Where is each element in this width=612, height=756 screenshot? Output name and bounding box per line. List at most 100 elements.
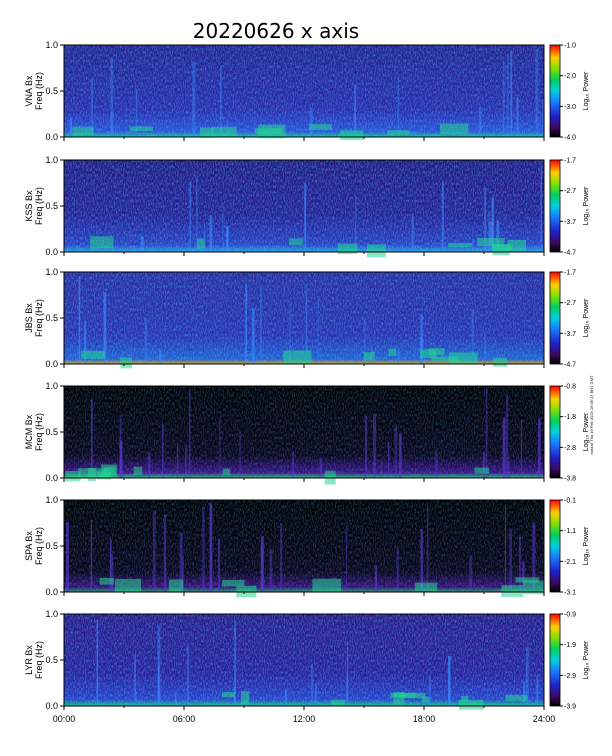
colorbar-title: Log₁₀ Power — [583, 412, 590, 451]
burst-streak — [489, 221, 493, 252]
burst-streak — [209, 215, 213, 252]
low-freq-blob — [65, 471, 81, 482]
burst-streak — [103, 291, 107, 364]
burst-streak — [222, 205, 224, 252]
x-tick-label: 18:00 — [413, 714, 436, 724]
colorbar — [549, 613, 561, 707]
low-freq-blob — [258, 124, 286, 139]
burst-streak — [66, 522, 69, 592]
burst-streak — [158, 666, 160, 706]
colorbar-tick-label: -2.8 — [564, 445, 576, 452]
colorbar-tick-label: -1.9 — [564, 642, 576, 649]
burst-streak — [174, 691, 177, 706]
burst-streak — [311, 663, 314, 706]
burst-streak — [448, 656, 451, 706]
burst-streak — [304, 182, 307, 252]
panel-mcm: 1.0 0.5 0.0 MCM Bx Freq (Hz) -0.8 -1.8 -2.8 -3.8… — [24, 381, 590, 485]
low-freq-blob — [393, 692, 405, 705]
colorbar-title: Log₁₀ Power — [583, 71, 590, 110]
burst-streak — [397, 348, 400, 364]
y-tick-label: 0.5 — [45, 201, 58, 211]
low-freq-blob — [492, 244, 510, 256]
low-freq-blob — [99, 578, 114, 585]
burst-streak — [234, 620, 236, 706]
y-tick-label: 1.0 — [45, 495, 58, 505]
colorbar-tick-label: -3.7 — [564, 331, 576, 338]
burst-streak — [472, 238, 474, 252]
low-freq-blob — [222, 691, 235, 698]
y-tick-label: 0.0 — [45, 359, 58, 369]
burst-streak — [110, 58, 114, 137]
burst-streak — [502, 417, 506, 478]
burst-streak — [346, 676, 348, 706]
low-freq-blob — [420, 349, 436, 359]
low-freq-blob — [363, 352, 375, 361]
low-freq-blob — [390, 692, 416, 698]
burst-streak — [540, 165, 542, 252]
low-freq-blob — [507, 239, 526, 251]
burst-streak — [482, 451, 485, 478]
time-axis: 00:00 06:00 12:00 18:00 24:00 — [53, 714, 556, 724]
burst-streak — [260, 286, 262, 364]
burst-streak — [397, 77, 400, 137]
y-tick-label: 0.5 — [45, 427, 58, 437]
low-freq-blob — [428, 348, 445, 356]
burst-streak — [309, 107, 313, 137]
colorbar — [549, 385, 561, 479]
low-freq-blob — [222, 579, 245, 587]
colorbar-tick-label: -2.7 — [564, 300, 576, 307]
heatmap-texture — [64, 614, 544, 706]
y-label-freq: Freq (Hz) — [34, 527, 44, 565]
low-freq-blob — [114, 578, 141, 593]
burst-streak — [388, 441, 390, 478]
low-freq-blob — [241, 691, 250, 705]
panel-lyr: 1.0 0.5 0.0 LYR Bx Freq (Hz) -0.9 -1.9 -2.9 -3.9… — [24, 609, 590, 711]
burst-streak — [427, 507, 429, 592]
colorbar-tick-label: -1.7 — [564, 270, 576, 277]
burst-streak — [239, 430, 241, 478]
burst-streak — [485, 388, 488, 478]
burst-streak — [78, 275, 81, 364]
low-freq-blob — [129, 126, 154, 131]
y-label-freq: Freq (Hz) — [34, 72, 44, 110]
burst-streak — [90, 520, 93, 592]
panel-spa: 1.0 0.5 0.0 SPA Bx Freq (Hz) -0.1 -1.1 -2.1 -3.1… — [24, 495, 590, 598]
colorbar-title: Log₁₀ Power — [583, 640, 590, 679]
colorbar-tick-label: -0.9 — [564, 612, 576, 619]
low-freq-blob — [312, 578, 342, 592]
colorbar — [549, 271, 561, 365]
burst-streak — [420, 529, 423, 592]
low-freq-blob — [448, 242, 472, 248]
colorbar-tick-label: -1.8 — [564, 414, 576, 421]
colorbar-tick-label: -3.0 — [564, 104, 576, 111]
low-freq-blob — [197, 238, 205, 249]
burst-streak — [317, 295, 319, 364]
y-tick-label: 1.0 — [45, 155, 58, 165]
low-freq-blob — [222, 468, 231, 476]
heatmap-texture — [64, 272, 544, 364]
burst-streak — [189, 181, 191, 252]
low-freq-blob — [200, 127, 214, 138]
y-tick-label: 1.0 — [45, 609, 58, 619]
y-tick-label: 0.0 — [45, 701, 58, 711]
burst-streak — [220, 66, 222, 137]
burst-streak — [469, 555, 472, 592]
colorbar-tick-label: -1.1 — [564, 528, 576, 535]
low-freq-blob — [515, 577, 539, 583]
burst-streak — [522, 561, 525, 592]
burst-streak — [396, 547, 399, 592]
low-freq-blob — [120, 357, 132, 369]
y-label-station: VNA Bx — [24, 75, 34, 107]
low-freq-blob — [289, 238, 303, 246]
burst-streak — [185, 445, 187, 478]
burst-streak — [442, 181, 444, 252]
y-tick-label: 1.0 — [45, 40, 58, 50]
burst-streak — [161, 424, 164, 478]
burst-streak — [488, 211, 490, 252]
burst-streak — [520, 420, 523, 478]
y-label-freq: Freq (Hz) — [34, 641, 44, 679]
burst-streak — [496, 220, 500, 252]
timestamp-note: mlst-vt Thu 16 Feb 2023 16:06:17 BHT GMT — [589, 375, 594, 455]
low-freq-blob — [440, 123, 469, 135]
colorbar-tick-label: -4.7 — [564, 250, 576, 257]
